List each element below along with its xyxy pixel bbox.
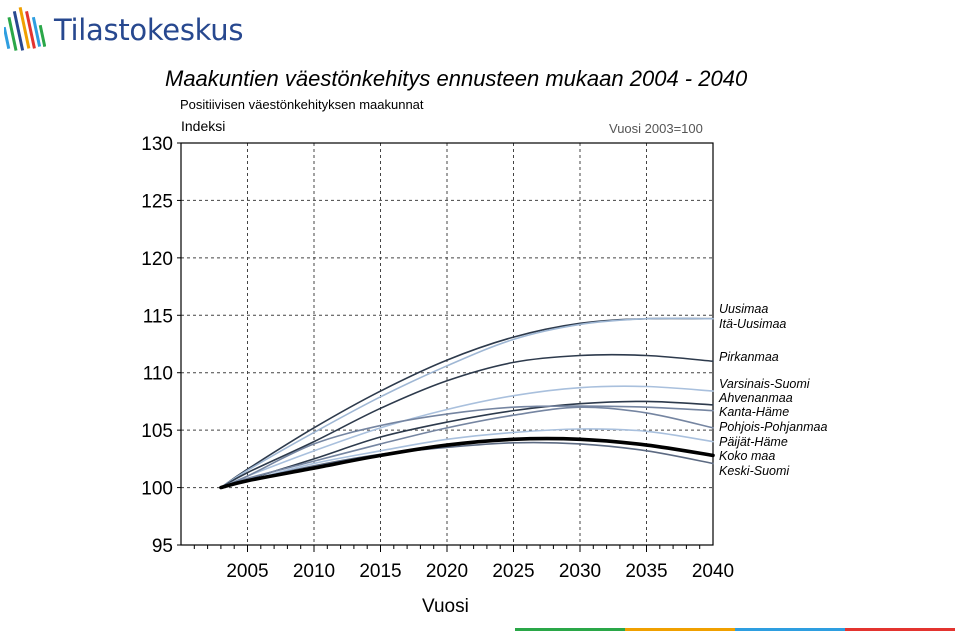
x-tick-label: 2020 xyxy=(426,561,468,582)
series-label: Varsinais-Suomi xyxy=(719,377,811,391)
series-line xyxy=(220,406,714,489)
series-label: Kanta-Häme xyxy=(719,405,789,419)
base-year-note: Vuosi 2003=100 xyxy=(609,121,703,136)
x-tick-label: 2025 xyxy=(492,561,534,582)
y-axis-label: Indeksi xyxy=(181,118,226,134)
footer-bar-segment xyxy=(735,628,845,631)
series-label: Itä-Uusimaa xyxy=(719,317,786,331)
series-line xyxy=(220,405,714,489)
series-label: Uusimaa xyxy=(719,302,768,316)
brand-header: Tilastokeskus xyxy=(4,4,243,56)
footer-bar-segment xyxy=(515,628,625,631)
series-line xyxy=(220,317,714,489)
footer-color-bar xyxy=(515,628,955,631)
x-tick-label: 2035 xyxy=(625,561,667,582)
series-label: Keski-Suomi xyxy=(719,464,790,478)
y-tick-label: 110 xyxy=(143,364,173,385)
chart-title: Maakuntien väestönkehitys ennusteen muka… xyxy=(165,66,748,91)
series-line xyxy=(219,436,715,490)
series-line xyxy=(220,385,714,489)
y-tick-label: 125 xyxy=(141,191,173,212)
series-label: Koko maa xyxy=(719,449,775,463)
series-line xyxy=(220,353,714,489)
chart-subtitle: Positiivisen väestönkehityksen maakunnat xyxy=(180,97,424,112)
series-label: Pohjois-Pohjanmaa xyxy=(719,420,827,434)
x-tick-label: 2030 xyxy=(559,561,601,582)
y-tick-label: 100 xyxy=(141,479,173,500)
x-axis-label: Vuosi xyxy=(422,596,469,617)
x-tick-label: 2015 xyxy=(359,561,401,582)
y-tick-label: 95 xyxy=(152,536,173,557)
y-tick-label: 130 xyxy=(141,134,173,155)
y-tick-label: 105 xyxy=(141,421,173,442)
footer-bar-segment xyxy=(625,628,735,631)
x-tick-label: 2005 xyxy=(226,561,268,582)
series-label: Ahvenanmaa xyxy=(718,391,793,405)
series-line xyxy=(220,317,714,489)
tilastokeskus-logo-icon xyxy=(4,7,46,51)
y-tick-label: 120 xyxy=(141,249,173,270)
y-tick-label: 115 xyxy=(143,306,173,327)
series-label: Pirkanmaa xyxy=(719,350,779,364)
footer-bar-segment xyxy=(845,628,955,631)
x-tick-label: 2010 xyxy=(293,561,335,582)
series-label: Päijät-Häme xyxy=(719,435,788,449)
x-tick-label: 2040 xyxy=(692,561,734,582)
brand-name: Tilastokeskus xyxy=(54,13,244,47)
